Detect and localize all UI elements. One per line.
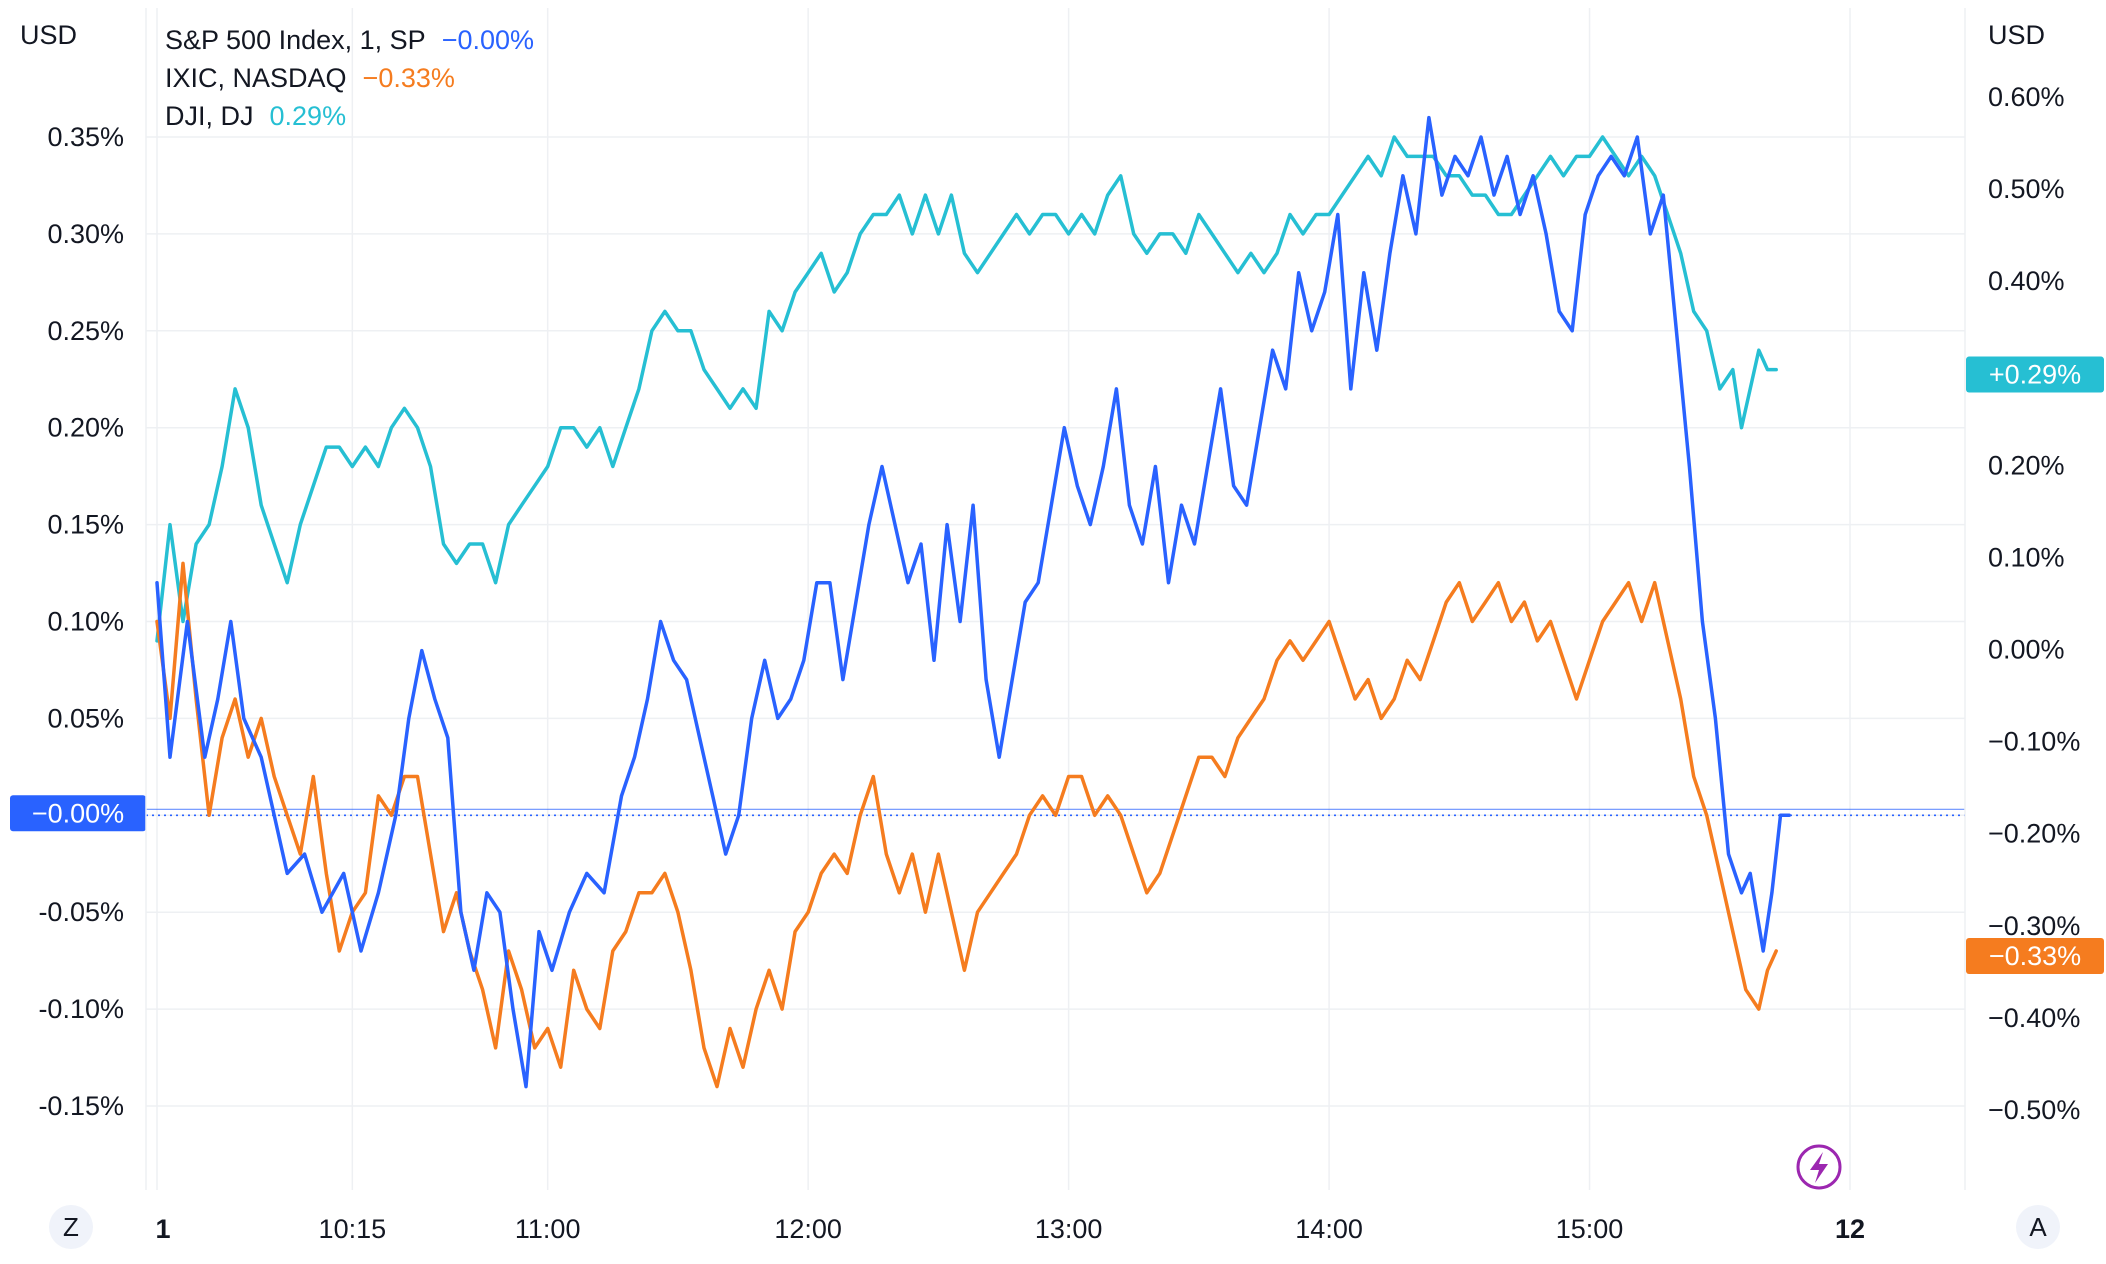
legend-value-ixic: −0.33% — [363, 63, 455, 93]
legend-name-ixic: IXIC, NASDAQ — [165, 63, 347, 93]
x-tick-label: 1 — [155, 1214, 170, 1244]
left-tick-label: -0.10% — [38, 994, 124, 1024]
right-axis-unit: USD — [1988, 20, 2045, 50]
sp500-price-badge-bg — [10, 795, 146, 832]
x-tick-label: 15:00 — [1556, 1214, 1624, 1244]
auto-scale-button[interactable]: A — [2016, 1205, 2060, 1249]
dji-price-badge: +0.29% — [1966, 356, 2104, 393]
x-tick-label: 10:15 — [319, 1214, 387, 1244]
right-tick-label: 0.60% — [1988, 82, 2065, 112]
right-tick-label: 0.10% — [1988, 542, 2065, 572]
legend-value-dji: 0.29% — [270, 101, 347, 131]
left-axis-unit: USD — [20, 20, 77, 50]
auto-scale-button-label: A — [2029, 1211, 2047, 1242]
right-tick-label: 0.50% — [1988, 174, 2065, 204]
lightning-icon[interactable] — [1796, 1144, 1842, 1190]
sp500-price-badge-text: −0.00% — [32, 798, 124, 828]
ixic-price-badge-bg — [1966, 937, 2104, 974]
left-tick-label: -0.15% — [38, 1091, 124, 1121]
ixic-price-badge-text: −0.33% — [1989, 941, 2081, 971]
right-tick-label: −0.30% — [1988, 911, 2080, 941]
x-tick-label: 12 — [1835, 1214, 1865, 1244]
left-tick-label: 0.35% — [47, 122, 124, 152]
left-tick-label: 0.15% — [47, 510, 124, 540]
right-tick-label: −0.10% — [1988, 727, 2080, 757]
legend-value-s-p-500-index: −0.00% — [442, 25, 534, 55]
sp500-price-badge: −0.00% — [10, 795, 146, 832]
x-tick-label: 12:00 — [774, 1214, 842, 1244]
left-tick-label: 0.10% — [47, 607, 124, 637]
right-tick-label: −0.50% — [1988, 1095, 2080, 1125]
right-tick-label: −0.40% — [1988, 1003, 2080, 1033]
left-tick-label: 0.25% — [47, 316, 124, 346]
right-tick-label: 0.00% — [1988, 635, 2065, 665]
right-tick-label: −0.20% — [1988, 819, 2080, 849]
series-line-ixic — [155, 561, 1778, 1089]
left-tick-label: -0.05% — [38, 897, 124, 927]
x-tick-label: 11:00 — [515, 1214, 581, 1244]
left-tick-label: 0.05% — [47, 703, 124, 733]
series-line-s-p-500-index — [155, 115, 1791, 1089]
legend-name-dji: DJI, DJ — [165, 101, 254, 131]
right-tick-label: 0.20% — [1988, 450, 2065, 480]
x-tick-label: 14:00 — [1295, 1214, 1363, 1244]
ixic-price-badge: −0.33% — [1966, 937, 2104, 974]
x-tick-label: 13:00 — [1035, 1214, 1103, 1244]
lightning-icon-bolt — [1810, 1152, 1828, 1183]
series-line-dji — [155, 135, 1778, 643]
dji-price-badge-text: +0.29% — [1989, 360, 2081, 390]
zoom-button-label: Z — [63, 1211, 79, 1242]
dji-price-badge-bg — [1966, 356, 2104, 393]
left-tick-label: 0.20% — [47, 413, 124, 443]
right-tick-label: 0.40% — [1988, 266, 2065, 296]
legend-name-s-p-500-index: S&P 500 Index, 1, SP — [165, 25, 426, 55]
left-tick-label: 0.30% — [47, 219, 124, 249]
zoom-button[interactable]: Z — [49, 1205, 93, 1249]
